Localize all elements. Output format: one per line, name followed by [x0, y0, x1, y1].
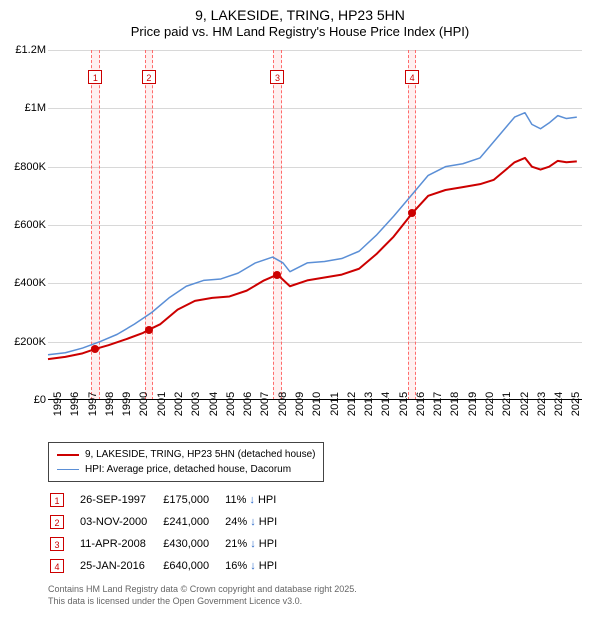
event-row: 3 11-APR-2008£430,00021% ↓ HPI — [50, 534, 291, 554]
x-tick-label: 2013 — [363, 392, 375, 416]
event-date: 26-SEP-1997 — [80, 490, 161, 510]
legend-item-hpi: HPI: Average price, detached house, Daco… — [57, 462, 315, 477]
x-tick-label: 2019 — [467, 392, 479, 416]
sale-dot — [91, 345, 99, 353]
chart-title: 9, LAKESIDE, TRING, HP23 5HN — [0, 6, 600, 24]
x-tick-label: 2016 — [415, 392, 427, 416]
legend-swatch-hpi — [57, 469, 79, 471]
event-marker-box: 3 — [270, 70, 284, 84]
footer-attribution: Contains HM Land Registry data © Crown c… — [48, 584, 357, 607]
sale-dot — [145, 326, 153, 334]
y-tick-label: £1.2M — [8, 44, 46, 56]
events-table: 1 26-SEP-1997£175,00011% ↓ HPI 2 03-NOV-200… — [48, 488, 293, 578]
event-price: £175,000 — [163, 490, 223, 510]
x-tick-label: 1996 — [69, 392, 81, 416]
x-tick-label: 2012 — [346, 392, 358, 416]
chart-container: 9, LAKESIDE, TRING, HP23 5HN Price paid … — [0, 0, 600, 620]
x-tick-label: 2022 — [519, 392, 531, 416]
footer-line1: Contains HM Land Registry data © Crown c… — [48, 584, 357, 596]
chart-subtitle: Price paid vs. HM Land Registry's House … — [0, 24, 600, 41]
arrow-down-icon: ↓ — [250, 560, 256, 572]
x-tick-label: 2015 — [398, 392, 410, 416]
event-marker-box: 4 — [405, 70, 419, 84]
event-row: 2 03-NOV-2000£241,00024% ↓ HPI — [50, 512, 291, 532]
x-tick-label: 2025 — [570, 392, 582, 416]
event-row-marker: 3 — [50, 537, 64, 551]
legend-item-price-paid: 9, LAKESIDE, TRING, HP23 5HN (detached h… — [57, 447, 315, 462]
event-row: 4 25-JAN-2016£640,00016% ↓ HPI — [50, 556, 291, 576]
event-price: £430,000 — [163, 534, 223, 554]
x-tick-label: 2014 — [380, 392, 392, 416]
x-tick-label: 2011 — [329, 392, 341, 416]
event-price: £241,000 — [163, 512, 223, 532]
x-tick-label: 2020 — [484, 392, 496, 416]
legend-label-hpi: HPI: Average price, detached house, Daco… — [85, 462, 291, 477]
y-tick-label: £600K — [8, 219, 46, 231]
sale-dot — [408, 209, 416, 217]
event-date: 25-JAN-2016 — [80, 556, 161, 576]
y-tick-label: £200K — [8, 336, 46, 348]
event-row-marker: 1 — [50, 493, 64, 507]
x-tick-label: 2001 — [156, 392, 168, 416]
series-hpi — [48, 113, 577, 355]
title-block: 9, LAKESIDE, TRING, HP23 5HN Price paid … — [0, 0, 600, 41]
event-marker-box: 1 — [88, 70, 102, 84]
legend: 9, LAKESIDE, TRING, HP23 5HN (detached h… — [48, 442, 324, 482]
y-tick-label: £400K — [8, 277, 46, 289]
event-price: £640,000 — [163, 556, 223, 576]
y-tick-label: £800K — [8, 161, 46, 173]
x-tick-label: 1995 — [52, 392, 64, 416]
x-tick-label: 2000 — [138, 392, 150, 416]
legend-swatch-price-paid — [57, 454, 79, 456]
event-row-marker: 4 — [50, 559, 64, 573]
arrow-down-icon: ↓ — [250, 538, 256, 550]
event-pct: 24% ↓ HPI — [225, 512, 291, 532]
x-tick-label: 1997 — [87, 392, 99, 416]
x-tick-label: 2023 — [536, 392, 548, 416]
event-pct: 11% ↓ HPI — [225, 490, 291, 510]
event-row: 1 26-SEP-1997£175,00011% ↓ HPI — [50, 490, 291, 510]
x-tick-label: 2004 — [208, 392, 220, 416]
arrow-down-icon: ↓ — [250, 516, 256, 528]
x-tick-label: 2010 — [311, 392, 323, 416]
event-pct: 16% ↓ HPI — [225, 556, 291, 576]
x-tick-label: 2024 — [553, 392, 565, 416]
x-tick-label: 2017 — [432, 392, 444, 416]
x-tick-label: 1999 — [121, 392, 133, 416]
sale-dot — [273, 271, 281, 279]
x-tick-label: 2008 — [277, 392, 289, 416]
x-tick-label: 2018 — [449, 392, 461, 416]
event-marker-box: 2 — [142, 70, 156, 84]
event-pct: 21% ↓ HPI — [225, 534, 291, 554]
event-row-marker: 2 — [50, 515, 64, 529]
y-tick-label: £1M — [8, 102, 46, 114]
x-tick-label: 2009 — [294, 392, 306, 416]
x-tick-label: 2007 — [259, 392, 271, 416]
x-tick-label: 2003 — [190, 392, 202, 416]
x-tick-label: 2005 — [225, 392, 237, 416]
event-date: 03-NOV-2000 — [80, 512, 161, 532]
legend-label-price-paid: 9, LAKESIDE, TRING, HP23 5HN (detached h… — [85, 447, 315, 462]
footer-line2: This data is licensed under the Open Gov… — [48, 596, 357, 608]
line-series-svg — [48, 50, 582, 400]
x-tick-label: 2002 — [173, 392, 185, 416]
event-date: 11-APR-2008 — [80, 534, 161, 554]
y-tick-label: £0 — [8, 394, 46, 406]
x-tick-label: 1998 — [104, 392, 116, 416]
x-tick-label: 2021 — [501, 392, 513, 416]
arrow-down-icon: ↓ — [249, 494, 255, 506]
x-tick-label: 2006 — [242, 392, 254, 416]
